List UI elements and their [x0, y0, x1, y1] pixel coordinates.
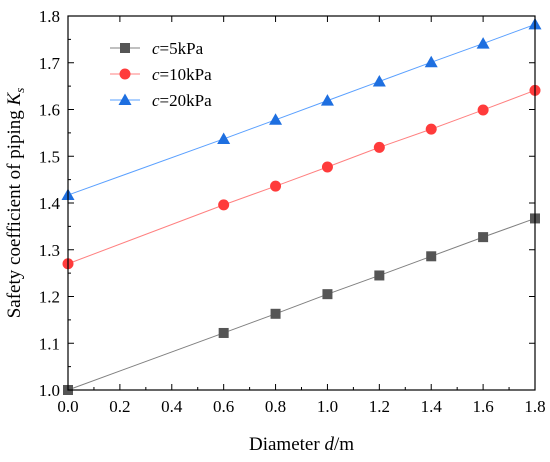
data-point — [270, 180, 282, 192]
data-point — [426, 251, 437, 262]
x-tick-label: 1.0 — [317, 397, 338, 416]
data-point — [218, 327, 229, 338]
legend-marker — [119, 68, 131, 80]
y-tick-label: 1.8 — [39, 7, 60, 26]
series-line-5kpa — [67, 217, 536, 391]
data-point — [478, 232, 489, 243]
x-tick-label: 1.6 — [472, 397, 493, 416]
plot-area — [61, 17, 542, 395]
x-tick-label: 0.8 — [265, 397, 286, 416]
data-point — [374, 270, 385, 281]
y-tick-label: 1.2 — [39, 288, 60, 307]
series-line-20kpa — [67, 23, 536, 196]
data-point — [425, 123, 437, 135]
legend: c=5kPa c=10kPa c=20kPa — [110, 39, 212, 110]
data-point — [424, 55, 438, 68]
x-axis-title: Diameter d/m — [249, 434, 354, 455]
y-axis-title: Safety coefficient of piping Ks — [4, 88, 27, 319]
legend-label: c=10kPa — [152, 65, 212, 84]
x-tick-label: 0.0 — [57, 397, 78, 416]
y-tick-label: 1.3 — [39, 241, 60, 260]
x-tick-label: 1.2 — [369, 397, 390, 416]
data-point — [322, 289, 333, 300]
data-point — [217, 132, 231, 144]
y-tick-label: 1.7 — [39, 54, 61, 73]
data-point — [270, 308, 281, 319]
x-tick-label: 1.4 — [421, 397, 443, 416]
data-point — [372, 74, 386, 87]
x-tick-label: 0.4 — [161, 397, 183, 416]
y-tick-label: 1.6 — [39, 101, 60, 120]
y-tick-label: 1.1 — [39, 334, 60, 353]
x-tick-label: 0.2 — [109, 397, 130, 416]
y-tick-label: 1.4 — [39, 194, 61, 213]
data-point — [476, 37, 490, 49]
data-point — [218, 199, 230, 211]
x-tick-label: 1.8 — [524, 397, 545, 416]
y-tick-label: 1.5 — [39, 147, 60, 166]
data-point — [320, 94, 334, 106]
data-point — [269, 113, 283, 125]
data-point — [373, 141, 385, 153]
legend-label: c=20kPa — [152, 91, 212, 110]
data-point — [477, 104, 489, 116]
axes: 0.0 0.2 0.4 0.6 0.8 1.0 1.2 1.4 1.6 1.8 1.0 1.1 1.2 1… — [39, 7, 546, 416]
data-point — [321, 161, 333, 173]
legend-marker — [118, 93, 132, 105]
y-tick-label: 1.0 — [39, 381, 60, 400]
series-line-10kpa — [67, 89, 536, 265]
legend-marker — [120, 43, 130, 53]
legend-label: c=5kPa — [152, 39, 204, 58]
x-tick-label: 0.6 — [213, 397, 234, 416]
plot-frame — [67, 15, 536, 391]
